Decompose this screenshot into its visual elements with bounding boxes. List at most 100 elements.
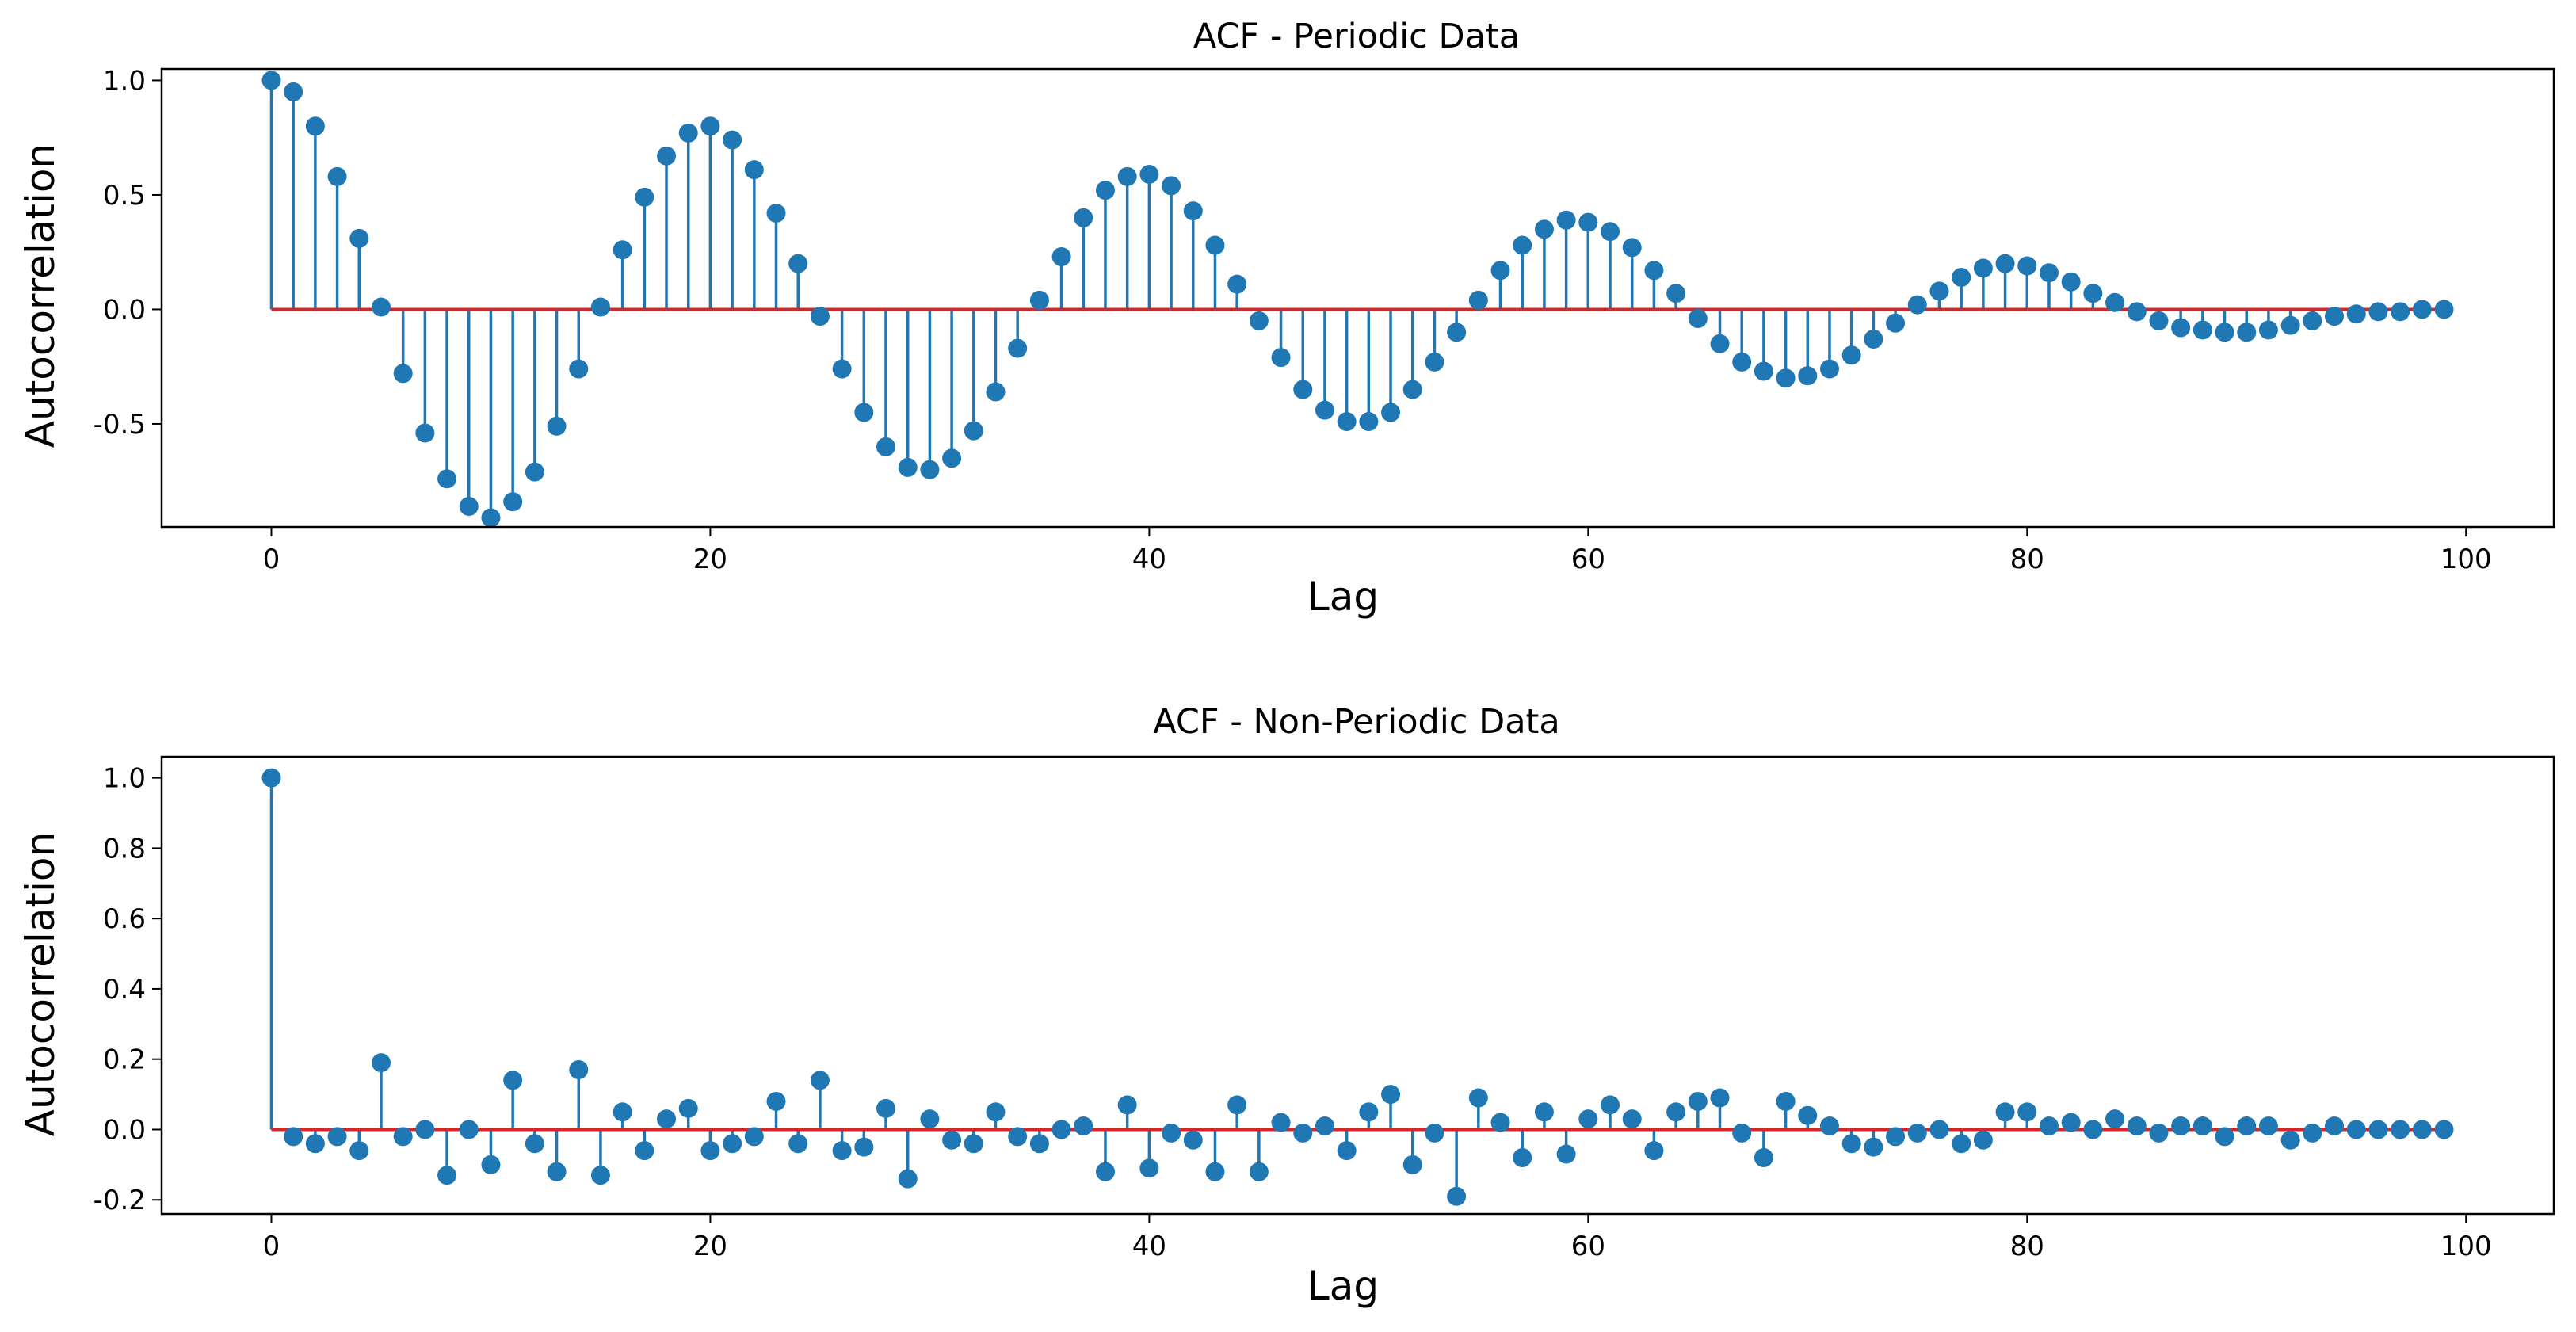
stem-marker [854, 1137, 874, 1157]
stem-marker [1841, 345, 1861, 365]
stem-marker [1095, 181, 1115, 200]
stem-marker [1183, 1130, 1203, 1150]
stem-marker [678, 123, 698, 143]
stem-marker [2171, 318, 2191, 338]
stem-marker [832, 1141, 852, 1161]
stem-marker [1710, 334, 1730, 353]
stem-marker [1819, 359, 1839, 379]
stem-marker [1819, 1116, 1839, 1136]
stem-marker [1864, 1137, 1883, 1157]
stem-marker [2303, 1123, 2322, 1143]
stem-marker [1293, 380, 1313, 399]
stem-marker [2237, 1116, 2257, 1136]
stem-marker [964, 421, 983, 441]
stem-marker [2258, 1116, 2278, 1136]
stem-marker [547, 416, 567, 436]
stem-marker [1907, 1123, 1927, 1143]
stem-marker [481, 1155, 501, 1174]
tick-layer: 0 20 40 60 80 100 -0.2 0.0 0.2 0.4 0.6 0.8 1.0 [93, 763, 2492, 1262]
stem-marker [371, 297, 391, 317]
stem-marker [942, 448, 962, 468]
stem-marker [1008, 338, 1028, 358]
stem-marker [2061, 1113, 2081, 1132]
stem-marker [305, 116, 325, 136]
stem-marker [1952, 1134, 1971, 1154]
stem-marker [2391, 1120, 2410, 1139]
axes-frame [160, 755, 2555, 1216]
x-tick-label: 20 [693, 544, 727, 575]
stem-marker [1622, 238, 1642, 258]
stem-marker [1622, 1109, 1642, 1129]
y-tick-label: -0.5 [93, 409, 146, 441]
stem-marker [1117, 1095, 1137, 1115]
tick-layer: 0 20 40 60 80 100 -0.5 0.0 0.5 1.0 [93, 65, 2492, 575]
stem-marker [261, 71, 281, 90]
stem-marker [700, 116, 720, 136]
stem-marker [1732, 352, 1752, 372]
stem-marker [1381, 403, 1401, 422]
stem-marker [788, 1134, 808, 1154]
x-tick-label: 60 [1571, 1231, 1605, 1262]
stem-marker [2127, 302, 2147, 322]
stem-marker [2215, 1127, 2234, 1147]
stem-marker [1952, 267, 1971, 287]
stem-marker [1183, 201, 1203, 221]
x-tick-label: 100 [2441, 1231, 2492, 1262]
stem-marker [2215, 323, 2234, 342]
stem-marker [766, 1091, 786, 1111]
stem-marker [2192, 320, 2212, 340]
stem-marker [503, 1071, 523, 1090]
stem-marker [1051, 246, 1071, 266]
y-tick-label: 1.0 [103, 65, 146, 97]
stem-marker [854, 403, 874, 422]
stem-marker [284, 1127, 303, 1147]
stem-marker [1139, 1158, 1159, 1178]
stem-marker [2412, 300, 2432, 319]
y-tick-label: 1.0 [103, 763, 146, 795]
stem-marker [2346, 304, 2366, 324]
stem-marker [986, 1102, 1006, 1122]
stem-marker [2280, 1130, 2300, 1150]
stem-marker [2083, 1120, 2103, 1139]
x-tick-label: 60 [1571, 544, 1605, 575]
stem-marker [2237, 323, 2257, 342]
stem-marker [481, 508, 501, 528]
stem-marker [876, 1098, 896, 1118]
chart-title: ACF - Periodic Data [1193, 17, 1520, 56]
stem-marker [1293, 1123, 1313, 1143]
x-tick-label: 80 [2010, 1231, 2044, 1262]
stem-marker [635, 1141, 654, 1161]
stem-marker [1601, 1095, 1620, 1115]
stem-marker [1995, 254, 2015, 273]
stem-marker [1534, 1102, 1554, 1122]
stem-marker [2149, 311, 2169, 330]
stem-marker [1227, 1095, 1247, 1115]
stem-marker [437, 1166, 457, 1185]
stem-marker [1074, 1116, 1093, 1136]
stem-marker [327, 1127, 347, 1147]
stem-marker [810, 307, 830, 326]
x-tick-label: 0 [263, 544, 280, 575]
stem-marker [1556, 1144, 1576, 1164]
stem-layer [261, 71, 2454, 528]
stem-marker [1732, 1123, 1752, 1143]
stem-marker [2368, 302, 2388, 322]
stem-marker [744, 1127, 764, 1147]
stem-marker [920, 1109, 940, 1129]
stem-marker [1644, 261, 1664, 281]
stem-marker [1337, 1141, 1357, 1161]
stem-marker [1249, 311, 1269, 330]
stem-marker [1447, 323, 1467, 342]
stem-marker [1490, 261, 1510, 281]
stem-marker [525, 462, 544, 482]
stem-marker [1864, 330, 1883, 349]
stem-marker [1798, 1105, 1818, 1125]
stem-marker [1051, 1120, 1071, 1139]
x-tick-label: 40 [1132, 1231, 1166, 1262]
stem-marker [2412, 1120, 2432, 1139]
stem-marker [744, 160, 764, 180]
stem-marker [657, 146, 677, 166]
stem-marker [525, 1134, 544, 1154]
stem-marker [590, 297, 610, 317]
stem-marker [2346, 1120, 2366, 1139]
